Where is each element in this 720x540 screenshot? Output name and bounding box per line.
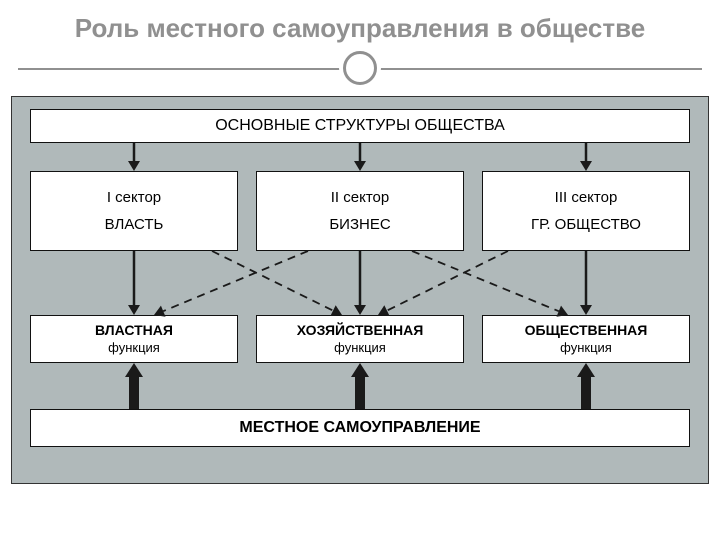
function-2-name: ХОЗЯЙСТВЕННАЯ xyxy=(297,322,424,338)
title-rule-right xyxy=(378,68,702,70)
function-1-sub: функция xyxy=(108,340,160,355)
sector-2-num: II сектор xyxy=(331,189,389,206)
function-3-sub: функция xyxy=(560,340,612,355)
box-sector-3: III сектор ГР. ОБЩЕСТВО xyxy=(482,171,690,251)
sector-3-name: ГР. ОБЩЕСТВО xyxy=(531,216,641,233)
sector-3-num: III сектор xyxy=(555,189,618,206)
sector-1-num: I сектор xyxy=(107,189,161,206)
box-main-structures: ОСНОВНЫЕ СТРУКТУРЫ ОБЩЕСТВА xyxy=(30,109,690,143)
box-sector-2: II сектор БИЗНЕС xyxy=(256,171,464,251)
slide-title: Роль местного самоуправления в обществе xyxy=(0,14,720,44)
title-ring-icon xyxy=(343,51,377,85)
sector-2-name: БИЗНЕС xyxy=(329,216,390,233)
box-local-government-label: МЕСТНОЕ САМОУПРАВЛЕНИЕ xyxy=(239,419,480,437)
title-rule-left xyxy=(18,68,342,70)
title-ornament xyxy=(0,50,720,90)
title-area: Роль местного самоуправления в обществе xyxy=(0,0,720,90)
slide: Роль местного самоуправления в обществе … xyxy=(0,0,720,540)
box-function-3: ОБЩЕСТВЕННАЯ функция xyxy=(482,315,690,363)
diagram-container: ОСНОВНЫЕ СТРУКТУРЫ ОБЩЕСТВА I сектор ВЛА… xyxy=(11,96,709,484)
function-3-name: ОБЩЕСТВЕННАЯ xyxy=(525,322,648,338)
sector-1-name: ВЛАСТЬ xyxy=(105,216,164,233)
box-function-1: ВЛАСТНАЯ функция xyxy=(30,315,238,363)
function-2-sub: функция xyxy=(334,340,386,355)
function-1-name: ВЛАСТНАЯ xyxy=(95,322,173,338)
box-function-2: ХОЗЯЙСТВЕННАЯ функция xyxy=(256,315,464,363)
box-sector-1: I сектор ВЛАСТЬ xyxy=(30,171,238,251)
box-local-government: МЕСТНОЕ САМОУПРАВЛЕНИЕ xyxy=(30,409,690,447)
box-main-structures-label: ОСНОВНЫЕ СТРУКТУРЫ ОБЩЕСТВА xyxy=(215,117,505,135)
